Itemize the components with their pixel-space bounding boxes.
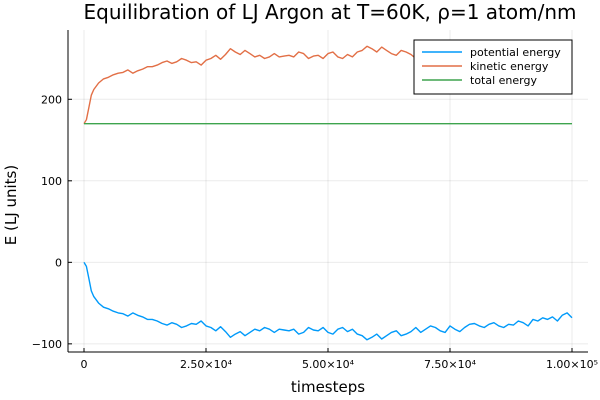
y-tick-label: 200 [41, 93, 62, 106]
axes [67, 30, 588, 353]
tick-labels: 0 2.50×10⁴ 5.00×10⁴ 7.50×10⁴ 1.00×10⁵ −100 0 10… [32, 93, 598, 371]
chart-title: Equilibration of LJ Argon at T=60K, ρ=1 … [83, 0, 576, 24]
legend-label: potential energy [470, 46, 561, 59]
y-tick-label: 0 [55, 256, 62, 269]
x-tick-label: 5.00×10⁴ [302, 358, 355, 371]
x-tick-label: 2.50×10⁴ [180, 358, 233, 371]
y-axis-label: E (LJ units) [2, 165, 20, 245]
y-tick-label: 100 [41, 175, 62, 188]
legend-label: total energy [470, 74, 537, 87]
x-tick-label: 7.50×10⁴ [424, 358, 477, 371]
legend-box [413, 39, 573, 95]
series-line-potential-energy [83, 261, 573, 341]
x-tick-label: 0 [81, 358, 88, 371]
y-tick-label: −100 [32, 338, 62, 351]
x-tick-label: 1.00×10⁵ [546, 358, 598, 371]
legend-label: kinetic energy [470, 60, 549, 73]
x-axis-label: timesteps [291, 378, 365, 396]
grid [68, 30, 588, 352]
